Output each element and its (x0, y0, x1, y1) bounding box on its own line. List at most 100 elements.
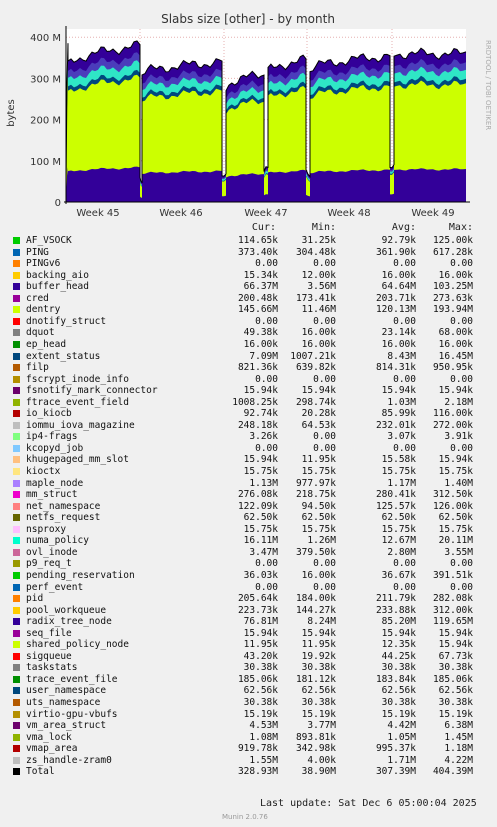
legend-min: 15.94k (301, 385, 336, 397)
legend-swatch (13, 410, 20, 418)
legend-row: cred 200.48k 173.41k 203.71k 273.63k (0, 293, 497, 304)
legend-cur: 0.00 (255, 373, 278, 385)
legend-avg: 15.94k (381, 385, 416, 397)
legend-cur: 62.56k (243, 685, 278, 697)
legend-cur: 0.00 (255, 258, 278, 270)
legend-swatch (13, 675, 20, 683)
legend-swatch (13, 340, 20, 348)
legend-avg: 0.00 (393, 373, 416, 385)
legend-avg: 36.67k (381, 569, 416, 581)
legend-min: 379.50k (295, 546, 336, 558)
legend-swatch (13, 398, 20, 406)
legend-row: filp 821.36k 639.82k 814.31k 950.95k (0, 362, 497, 373)
legend-cur: 373.40k (237, 246, 278, 258)
legend-max: 0.00 (450, 442, 473, 454)
legend-min: 15.19k (301, 708, 336, 720)
legend-swatch (13, 687, 20, 695)
legend-max: 30.38k (438, 662, 473, 674)
legend-row: AF_VSOCK 114.65k 31.25k 92.79k 125.00k (0, 235, 497, 246)
legend-cur: 15.94k (243, 627, 278, 639)
y-tick-label: 100 M (30, 157, 61, 168)
legend-name: uts_namespace (26, 697, 101, 708)
legend-row: maple_node 1.13M 977.97k 1.17M 1.40M (0, 478, 497, 489)
legend-name: numa_policy (26, 535, 89, 547)
legend-name: khugepaged_mm_slot (26, 454, 129, 466)
legend-name: radix_tree_node (26, 616, 112, 628)
legend-name: trace_event_file (26, 673, 118, 685)
legend-min: 94.50k (301, 500, 336, 512)
legend-min: 144.27k (295, 604, 336, 616)
legend-avg: 92.79k (381, 235, 416, 246)
legend-row: virtio-gpu-vbufs 15.19k 15.19k 15.19k 15.19k (0, 709, 497, 720)
legend-name: shared_policy_node (26, 639, 129, 651)
legend-row: pool_workqueue 223.73k 144.27k 233.88k 312.0… (0, 605, 497, 616)
legend-max: 3.91k (444, 431, 473, 443)
legend-avg: 1.03M (387, 396, 416, 408)
legend-cur: 145.66M (237, 304, 278, 316)
legend-min: 0.00 (313, 558, 336, 570)
legend-name: io_kiocb (26, 408, 72, 420)
y-tick-label: 0 (55, 198, 61, 209)
legend-swatch (13, 664, 20, 672)
legend-max: 116.00k (432, 408, 473, 420)
legend-max: 193.94M (432, 304, 473, 316)
legend-name: buffer_head (26, 281, 89, 293)
legend-swatch (13, 583, 20, 591)
y-tick-label: 400 M (30, 33, 61, 44)
legend-cur: 223.73k (237, 604, 278, 616)
legend-max: 68.00k (438, 327, 473, 339)
legend-min: 8.24M (307, 616, 336, 628)
legend-min: 11.46M (301, 304, 336, 316)
legend-max: 62.56k (438, 685, 473, 697)
legend-max: 1.45M (444, 731, 473, 743)
legend-min: 0.00 (313, 373, 336, 385)
legend-min: 62.56k (301, 685, 336, 697)
legend-cur: 821.36k (237, 362, 278, 374)
legend-max: 119.65M (432, 616, 473, 628)
x-tick-label: Week 47 (244, 208, 287, 219)
legend-swatch (13, 306, 20, 314)
legend-max: 6.38M (444, 720, 473, 732)
munin-version: Munin 2.0.76 (222, 813, 268, 821)
legend-min: 342.98k (295, 743, 336, 755)
legend-name: dnotify_struct (26, 315, 107, 327)
legend-max: 312.00k (432, 604, 473, 616)
legend-cur: 0.00 (255, 315, 278, 327)
legend-avg: 85.99k (381, 408, 416, 420)
legend-row: user_namespace 62.56k 62.56k 62.56k 62.56k (0, 685, 497, 696)
legend-cur: 3.47M (249, 546, 278, 558)
legend-swatch (13, 560, 20, 568)
legend-min: 30.38k (301, 697, 336, 708)
legend-row: dquot 49.38k 16.00k 23.14k 68.00k (0, 327, 497, 338)
legend-min: 639.82k (295, 362, 336, 374)
legend-avg: 233.88k (375, 604, 416, 616)
legend-avg: 16.00k (381, 338, 416, 350)
legend-name: ftrace_event_field (26, 396, 129, 408)
legend-row: shared_policy_node 11.95k 11.95k 12.35k 15.9… (0, 639, 497, 650)
x-tick-label: Week 45 (76, 208, 119, 219)
legend-avg: 211.79k (375, 593, 416, 605)
legend-avg: 15.75k (381, 523, 416, 535)
legend-avg: 814.31k (375, 362, 416, 374)
legend-max: 15.94k (438, 385, 473, 397)
legend-cur: 7.09M (249, 350, 278, 362)
legend-swatch (13, 294, 20, 302)
area-layer-5 (66, 166, 466, 202)
legend-name: mm_struct (26, 489, 78, 501)
legend-avg: 2.80M (387, 546, 416, 558)
legend-avg: 125.57k (375, 500, 416, 512)
legend-name: kioctx (26, 466, 61, 477)
legend-row: Total 328.93M 38.90M 307.39M 404.39M (0, 766, 497, 777)
legend-name: virtio-gpu-vbufs (26, 708, 118, 720)
legend-row: ovl_inode 3.47M 379.50k 2.80M 3.55M (0, 547, 497, 558)
legend-swatch (13, 699, 20, 706)
legend-swatch (13, 595, 20, 603)
legend-swatch (13, 606, 20, 614)
legend-avg: 85.20M (381, 616, 416, 628)
legend-swatch (13, 479, 20, 487)
legend-name: kcopyd_job (26, 442, 84, 454)
legend-swatch (13, 364, 20, 372)
legend-name: filp (26, 362, 49, 374)
legend-avg: 12.67M (381, 535, 416, 547)
